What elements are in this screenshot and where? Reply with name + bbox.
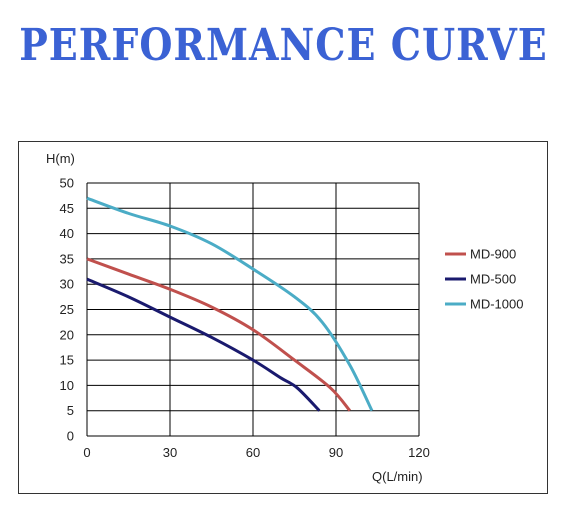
x-tick-label: 30	[163, 445, 177, 460]
y-tick-label: 40	[60, 226, 74, 241]
y-tick-label: 15	[60, 353, 74, 368]
y-tick-label: 45	[60, 201, 74, 216]
y-tick-label: 30	[60, 277, 74, 292]
y-tick-label: 35	[60, 251, 74, 266]
page-title: PERFORMANCE CURVE	[19, 18, 548, 71]
y-tick-label: 0	[67, 429, 74, 444]
series-lines	[86, 196, 374, 412]
y-axis-label: H(m)	[46, 151, 75, 166]
legend: MD-900 MD-500 MD-1000	[445, 247, 523, 312]
x-tick-label: 120	[408, 445, 430, 460]
chart-frame	[18, 141, 548, 494]
chart-grid	[86, 182, 420, 437]
x-tick-label: 90	[329, 445, 343, 460]
series-line-md-900	[86, 257, 351, 412]
x-tick-label: 60	[246, 445, 260, 460]
x-tick-labels: 0 30 60 90 120	[83, 445, 429, 460]
y-tick-label: 5	[67, 403, 74, 418]
x-axis-label: Q(L/min)	[372, 469, 423, 484]
series-line-md-500	[86, 277, 321, 412]
legend-label: MD-500	[470, 272, 516, 287]
y-tick-label: 25	[60, 302, 74, 317]
y-tick-label: 50	[60, 176, 74, 191]
y-tick-label: 10	[60, 378, 74, 393]
legend-label: MD-1000	[470, 297, 523, 312]
legend-label: MD-900	[470, 247, 516, 262]
x-tick-label: 0	[83, 445, 90, 460]
y-tick-labels: 0 5 10 15 20 25 30 35 40 45 50	[60, 176, 74, 444]
series-line-md-1000	[86, 196, 374, 412]
y-tick-label: 20	[60, 327, 74, 342]
